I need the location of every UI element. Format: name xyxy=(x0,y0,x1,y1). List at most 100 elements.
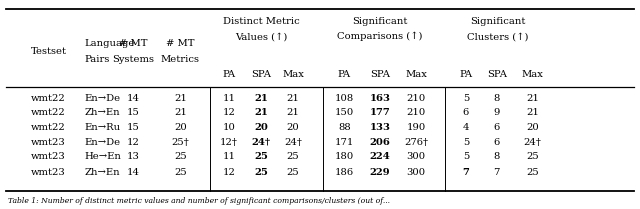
Text: 13: 13 xyxy=(127,152,140,161)
Text: 25: 25 xyxy=(526,168,539,177)
Text: 24†: 24† xyxy=(524,138,541,147)
Text: Table 1: Number of distinct metric values and number of significant comparisons/: Table 1: Number of distinct metric value… xyxy=(8,197,390,205)
Text: 11: 11 xyxy=(223,94,236,103)
Text: Distinct Metric: Distinct Metric xyxy=(223,17,300,27)
Text: wmt23: wmt23 xyxy=(31,138,65,147)
Text: Zh→En: Zh→En xyxy=(84,168,120,177)
Text: Language: Language xyxy=(84,39,135,48)
Text: Max: Max xyxy=(522,70,543,79)
Text: 20: 20 xyxy=(526,123,539,132)
Text: Pairs: Pairs xyxy=(84,55,110,64)
Text: 20: 20 xyxy=(254,123,268,132)
Text: 300: 300 xyxy=(406,168,426,177)
Text: 14: 14 xyxy=(127,168,140,177)
Text: 12: 12 xyxy=(223,168,236,177)
Text: Systems: Systems xyxy=(112,55,154,64)
Text: 5: 5 xyxy=(463,152,469,161)
Text: 24†: 24† xyxy=(284,138,302,147)
Text: 4: 4 xyxy=(463,123,469,132)
Text: 25: 25 xyxy=(254,168,268,177)
Text: 8: 8 xyxy=(493,94,500,103)
Text: 21: 21 xyxy=(254,108,268,117)
Text: En→De: En→De xyxy=(84,138,120,147)
Text: Max: Max xyxy=(405,70,427,79)
Text: 25: 25 xyxy=(287,152,300,161)
Text: 25: 25 xyxy=(287,168,300,177)
Text: 88: 88 xyxy=(338,123,351,132)
Text: 177: 177 xyxy=(370,108,390,117)
Text: wmt22: wmt22 xyxy=(31,108,65,117)
Text: 5: 5 xyxy=(463,138,469,147)
Text: En→De: En→De xyxy=(84,94,120,103)
Text: 21: 21 xyxy=(526,94,539,103)
Text: 150: 150 xyxy=(335,108,354,117)
Text: 10: 10 xyxy=(223,123,236,132)
Text: 21: 21 xyxy=(287,108,300,117)
Text: He→En: He→En xyxy=(84,152,122,161)
Text: 276†: 276† xyxy=(404,138,428,147)
Text: 163: 163 xyxy=(370,94,390,103)
Text: Comparisons (↑): Comparisons (↑) xyxy=(337,32,423,41)
Text: SPA: SPA xyxy=(486,70,507,79)
Text: wmt23: wmt23 xyxy=(31,168,65,177)
Text: 9: 9 xyxy=(493,108,500,117)
Text: wmt22: wmt22 xyxy=(31,94,65,103)
Text: 21: 21 xyxy=(174,108,187,117)
Text: 186: 186 xyxy=(335,168,354,177)
Text: 21: 21 xyxy=(254,94,268,103)
Text: 15: 15 xyxy=(127,108,140,117)
Text: wmt22: wmt22 xyxy=(31,123,65,132)
Text: Significant: Significant xyxy=(353,17,408,27)
Text: 21: 21 xyxy=(174,94,187,103)
Text: 108: 108 xyxy=(335,94,354,103)
Text: Metrics: Metrics xyxy=(161,55,200,64)
Text: 133: 133 xyxy=(370,123,390,132)
Text: 11: 11 xyxy=(223,152,236,161)
Text: SPA: SPA xyxy=(251,70,271,79)
Text: En→Ru: En→Ru xyxy=(84,123,120,132)
Text: 21: 21 xyxy=(526,108,539,117)
Text: 180: 180 xyxy=(335,152,354,161)
Text: 12: 12 xyxy=(127,138,140,147)
Text: 6: 6 xyxy=(463,108,469,117)
Text: 25: 25 xyxy=(174,152,187,161)
Text: # MT: # MT xyxy=(166,39,195,48)
Text: 190: 190 xyxy=(406,123,426,132)
Text: 6: 6 xyxy=(493,138,500,147)
Text: 224: 224 xyxy=(370,152,390,161)
Text: 20: 20 xyxy=(174,123,187,132)
Text: PA: PA xyxy=(338,70,351,79)
Text: 229: 229 xyxy=(370,168,390,177)
Text: 25: 25 xyxy=(254,152,268,161)
Text: SPA: SPA xyxy=(370,70,390,79)
Text: 15: 15 xyxy=(127,123,140,132)
Text: 21: 21 xyxy=(287,94,300,103)
Text: Testset: Testset xyxy=(31,47,67,56)
Text: 7: 7 xyxy=(493,168,500,177)
Text: 7: 7 xyxy=(463,168,469,177)
Text: 25: 25 xyxy=(174,168,187,177)
Text: 5: 5 xyxy=(463,94,469,103)
Text: Max: Max xyxy=(282,70,304,79)
Text: 24†: 24† xyxy=(252,138,271,147)
Text: Clusters (↑): Clusters (↑) xyxy=(467,32,529,41)
Text: 171: 171 xyxy=(335,138,354,147)
Text: 210: 210 xyxy=(406,108,426,117)
Text: 25: 25 xyxy=(526,152,539,161)
Text: 206: 206 xyxy=(370,138,390,147)
Text: 14: 14 xyxy=(127,94,140,103)
Text: wmt23: wmt23 xyxy=(31,152,65,161)
Text: 12: 12 xyxy=(223,108,236,117)
Text: Zh→En: Zh→En xyxy=(84,108,120,117)
Text: 25†: 25† xyxy=(172,138,189,147)
Text: Values (↑): Values (↑) xyxy=(235,32,287,41)
Text: # MT: # MT xyxy=(119,39,147,48)
Text: 8: 8 xyxy=(493,152,500,161)
Text: 20: 20 xyxy=(287,123,300,132)
Text: 300: 300 xyxy=(406,152,426,161)
Text: PA: PA xyxy=(223,70,236,79)
Text: 6: 6 xyxy=(493,123,500,132)
Text: PA: PA xyxy=(460,70,472,79)
Text: 210: 210 xyxy=(406,94,426,103)
Text: 12†: 12† xyxy=(220,138,238,147)
